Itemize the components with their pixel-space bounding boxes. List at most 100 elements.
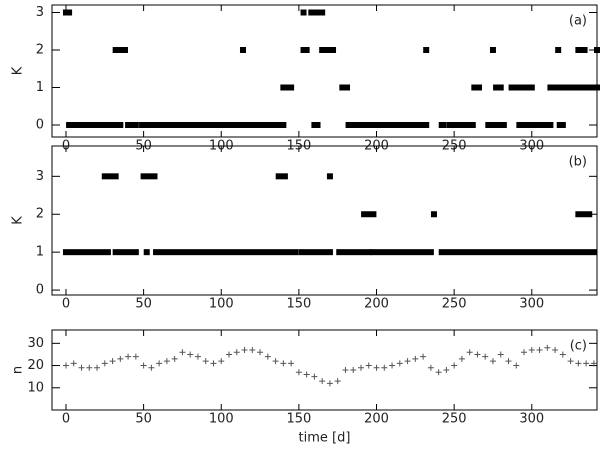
plus-marker xyxy=(552,347,559,353)
plus-marker xyxy=(249,347,256,353)
plus-marker xyxy=(427,364,434,371)
plus-marker xyxy=(233,349,240,356)
x-tick-label: 300 xyxy=(519,412,544,427)
marker-run xyxy=(326,173,333,180)
plus-marker xyxy=(412,355,419,362)
plus-marker xyxy=(257,349,264,356)
y-axis-label: n xyxy=(11,366,26,374)
plus-marker xyxy=(443,367,450,373)
plus-marker xyxy=(218,358,225,365)
plus-marker xyxy=(521,349,528,356)
marker-run xyxy=(308,9,326,16)
x-tick-label: 150 xyxy=(286,297,311,312)
y-axis-label: K xyxy=(11,216,26,225)
marker-run xyxy=(275,173,288,180)
marker-run xyxy=(430,211,437,218)
x-tick-label: 250 xyxy=(442,297,467,312)
marker-run xyxy=(112,249,139,256)
marker-run xyxy=(239,47,246,53)
plus-marker xyxy=(140,362,147,369)
marker-run xyxy=(471,84,482,91)
plot-frame xyxy=(51,145,598,296)
marker-run xyxy=(370,249,434,256)
marker-run xyxy=(140,173,158,180)
plus-marker xyxy=(109,358,116,365)
marker-run xyxy=(148,122,287,128)
marker-run xyxy=(547,84,600,91)
y-tick-label: 30 xyxy=(27,336,44,351)
plus-marker xyxy=(171,355,178,362)
plot-frame xyxy=(51,4,598,138)
marker-run xyxy=(280,84,295,91)
x-tick-label: 200 xyxy=(364,297,389,312)
marker-run xyxy=(423,47,430,53)
plus-marker xyxy=(226,351,233,358)
plus-marker xyxy=(350,367,357,373)
marker-run xyxy=(485,122,507,128)
plus-marker xyxy=(78,364,85,371)
marker-run xyxy=(139,122,150,128)
plus-marker xyxy=(194,353,201,360)
panel-label: (c) xyxy=(570,339,587,354)
plus-marker xyxy=(62,362,69,369)
marker-run xyxy=(339,84,351,91)
y-tick-label: 10 xyxy=(27,380,44,395)
marker-run xyxy=(112,47,128,53)
x-tick-label: 200 xyxy=(364,412,389,427)
y-tick-label: 1 xyxy=(36,80,44,95)
x-tick-label: 300 xyxy=(519,297,544,312)
y-axis-label: K xyxy=(11,66,26,75)
marker-run xyxy=(300,47,310,53)
plus-marker xyxy=(311,373,318,380)
x-tick-label: 150 xyxy=(286,412,311,427)
marker-run xyxy=(62,9,73,16)
plus-marker xyxy=(583,360,590,367)
plus-marker xyxy=(381,364,388,371)
plus-marker xyxy=(125,353,132,360)
plus-marker xyxy=(319,378,326,385)
plus-marker xyxy=(544,344,551,351)
plus-marker xyxy=(513,362,520,369)
plus-marker xyxy=(101,360,108,367)
plus-marker xyxy=(179,349,186,356)
marker-run xyxy=(311,122,321,128)
marker-run xyxy=(361,211,377,218)
plus-marker xyxy=(575,360,582,367)
marker-run xyxy=(555,47,562,53)
plus-marker xyxy=(420,353,427,360)
plus-marker xyxy=(435,369,442,376)
x-tick-label: 50 xyxy=(135,412,152,427)
marker-run xyxy=(66,122,124,128)
plus-marker xyxy=(86,364,93,371)
y-tick-label: 3 xyxy=(36,5,44,20)
x-tick-label: 100 xyxy=(209,412,234,427)
marker-run xyxy=(319,47,337,53)
plus-marker xyxy=(264,353,271,360)
plus-marker xyxy=(70,360,77,367)
y-tick-label: 1 xyxy=(36,245,44,260)
x-axis-label: time [d] xyxy=(299,431,351,446)
plus-marker xyxy=(404,358,411,365)
y-tick-label: 20 xyxy=(27,358,44,373)
plus-marker xyxy=(241,347,248,353)
y-tick-label: 0 xyxy=(36,118,44,133)
plus-marker xyxy=(210,360,217,367)
plus-marker xyxy=(132,353,139,360)
plus-marker xyxy=(389,362,396,369)
plus-marker xyxy=(163,358,170,365)
panel-label: (b) xyxy=(569,155,587,170)
x-tick-label: 0 xyxy=(62,297,70,312)
y-tick-label: 0 xyxy=(36,283,44,298)
plus-marker xyxy=(474,351,481,358)
y-tick-label: 2 xyxy=(36,43,44,58)
marker-run xyxy=(153,249,299,256)
marker-run xyxy=(493,84,504,91)
plus-marker xyxy=(94,364,101,371)
marker-run xyxy=(438,249,597,256)
plus-marker xyxy=(365,362,372,369)
plus-marker xyxy=(567,358,574,365)
plus-marker xyxy=(280,360,287,367)
plot-frame xyxy=(51,329,598,411)
plus-marker xyxy=(272,358,279,365)
